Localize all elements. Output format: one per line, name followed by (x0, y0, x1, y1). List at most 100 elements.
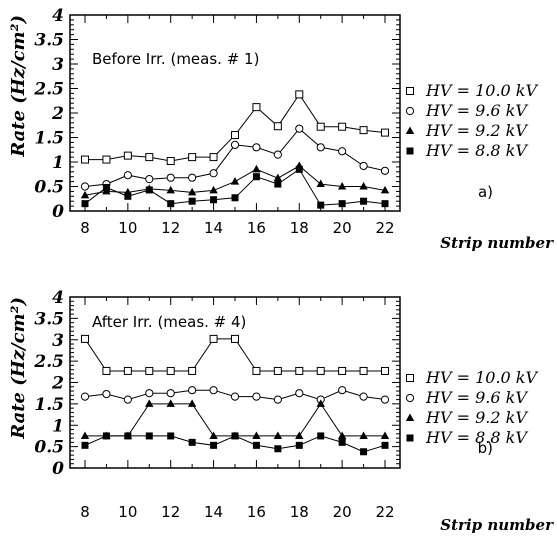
data-point (381, 200, 389, 208)
x-axis-label: Strip number (440, 234, 554, 252)
x-tick-label: 14 (204, 219, 223, 237)
series-filled-square (81, 165, 389, 209)
data-point (231, 334, 239, 343)
panel-label: b) (478, 439, 493, 457)
series-filled-square (81, 432, 389, 456)
data-point (102, 183, 110, 191)
data-point (316, 143, 325, 152)
data-point (381, 128, 389, 137)
data-point (231, 194, 239, 202)
data-point (187, 399, 197, 407)
y-tick-label: 3.5 (34, 309, 64, 329)
data-point (80, 190, 90, 199)
data-point (274, 445, 282, 453)
data-point (273, 150, 282, 159)
legend-entry: HV = 10.0 kV (425, 368, 538, 387)
data-point (80, 392, 90, 401)
y-tick-label: 1 (52, 416, 64, 436)
legend-marker (405, 393, 415, 403)
data-point (209, 334, 218, 343)
data-point (295, 165, 303, 173)
data-point (80, 431, 90, 439)
data-point (273, 122, 282, 131)
x-tick-label: 8 (80, 503, 90, 521)
data-point (359, 366, 368, 375)
y-tick-label: 3 (52, 331, 64, 351)
y-tick-label: 2 (51, 374, 64, 394)
x-tick-label: 16 (247, 219, 266, 237)
data-point (338, 386, 347, 395)
data-point (338, 147, 347, 156)
data-point (338, 200, 346, 208)
data-point (230, 392, 240, 401)
panel-title: Before Irr. (meas. # 1) (92, 50, 259, 68)
data-point (359, 182, 368, 190)
y-tick-label: 2 (51, 104, 64, 124)
data-point (360, 448, 368, 456)
data-point (102, 366, 111, 375)
data-point (166, 399, 175, 407)
y-axis-label: Rate (Hz/cm²) (8, 297, 29, 440)
y-tick-label: 1.5 (34, 395, 64, 415)
data-point (124, 432, 132, 440)
series-line (85, 403, 385, 437)
x-tick-label: 18 (290, 503, 309, 521)
panel-title: After Irr. (meas. # 4) (92, 313, 246, 331)
y-tick-label: 4 (52, 288, 64, 308)
x-tick-label: 12 (161, 503, 180, 521)
data-point (359, 126, 368, 135)
data-point (145, 366, 154, 375)
data-point (252, 143, 261, 152)
data-point (210, 196, 218, 204)
x-tick-label: 22 (375, 219, 394, 237)
data-point (252, 164, 261, 173)
data-point (209, 153, 218, 162)
chart-panel-a: 0 0.5 1 1.5 2 2.5 3 3.5 4 8 10 12 14 16 18 20 22 Strip nu… (8, 6, 554, 252)
series-line (84, 338, 385, 372)
data-point (252, 103, 261, 112)
data-point (317, 201, 325, 209)
y-tick-label: 3 (52, 55, 64, 75)
chart-panel-b: 00.511.522.533.54 8 10 12 14 16 18 20 22 Strip nu… (8, 288, 554, 534)
data-point (209, 185, 218, 194)
data-point (167, 200, 175, 208)
y-tick-label: 4 (52, 6, 64, 26)
data-point (167, 432, 175, 440)
data-point (359, 161, 368, 171)
data-point (316, 179, 325, 188)
legend-marker (405, 106, 415, 116)
data-point (295, 441, 303, 449)
y-tick-label: 1.5 (34, 129, 64, 149)
x-tick-label: 20 (333, 219, 352, 237)
data-point (337, 182, 347, 190)
data-point (102, 155, 111, 164)
data-point (166, 389, 175, 398)
legend-marker (406, 374, 414, 382)
legend-entry: HV = 10.0 kV (425, 81, 538, 100)
legend-marker (405, 413, 415, 421)
series-open-square (81, 334, 389, 375)
data-point (337, 431, 347, 439)
data-point (295, 389, 304, 398)
y-tick-label: 2.5 (33, 80, 64, 100)
data-point (380, 431, 390, 439)
y-tick-label: 0 (52, 459, 64, 479)
y-tick-label: 3.5 (34, 31, 64, 51)
legend-marker (406, 434, 414, 442)
data-point (166, 157, 175, 166)
series-open-circle (80, 386, 390, 404)
x-tick-label: 14 (204, 503, 223, 521)
legend-marker (405, 126, 415, 134)
data-point (123, 151, 132, 160)
data-point (274, 180, 282, 188)
data-point (209, 169, 218, 178)
data-point (230, 140, 240, 149)
data-point (380, 166, 390, 175)
legend-entry: HV = 9.2 kV (425, 121, 528, 140)
data-point (338, 438, 346, 446)
legend-entry: HV = 9.6 kV (425, 101, 528, 120)
data-point (81, 200, 89, 208)
series-filled-triangle (80, 161, 390, 199)
data-point (273, 366, 282, 375)
